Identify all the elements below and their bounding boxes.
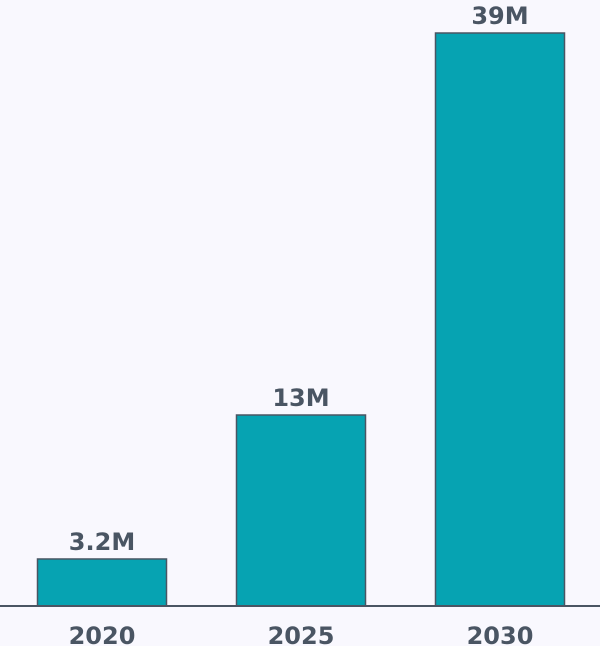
x-tick-label-2030: 2030 [467,622,534,646]
labels-layer: 3.2M 2020 13M 2025 39M 2030 [69,2,534,646]
bar-2020 [36,558,168,607]
value-label-2030: 39M [471,2,528,30]
x-tick-label-2020: 2020 [69,622,136,646]
bar-2025 [235,414,367,607]
value-label-2020: 3.2M [69,528,135,556]
x-tick-label-2025: 2025 [268,622,335,646]
bars-layer [36,32,566,607]
bar-2030 [434,32,566,607]
value-label-2025: 13M [272,384,329,412]
